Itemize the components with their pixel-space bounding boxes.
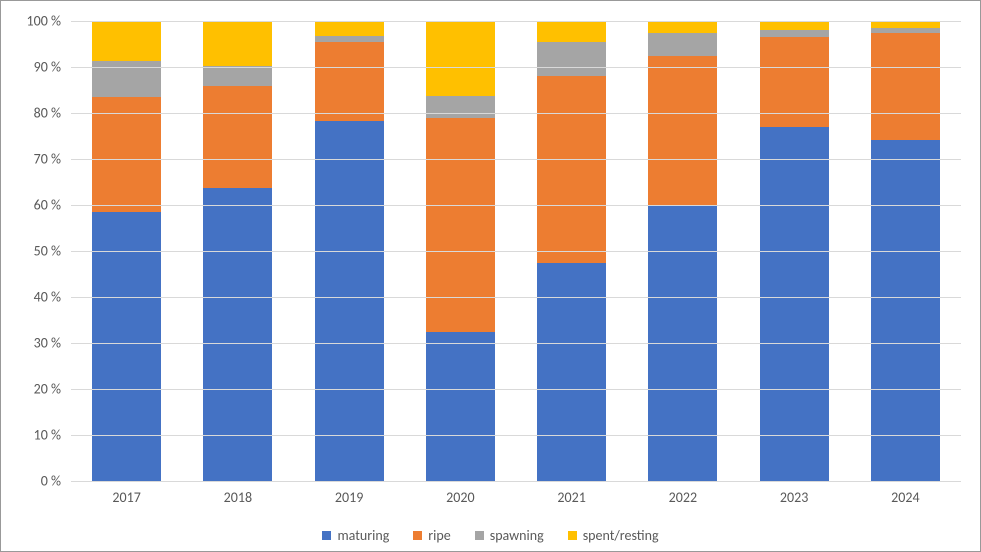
y-axis-label: 60 % xyxy=(34,197,71,214)
gridline xyxy=(71,389,961,390)
gridline xyxy=(71,251,961,252)
y-axis-label: 50 % xyxy=(34,243,71,260)
gridline xyxy=(71,297,961,298)
y-axis-label: 30 % xyxy=(34,335,71,352)
bar-segment-spawning xyxy=(315,36,384,42)
gridline xyxy=(71,113,961,114)
legend-item-maturing: maturing xyxy=(322,526,389,544)
bar-segment-maturing xyxy=(203,188,272,481)
bar-segment-ripe xyxy=(92,97,161,212)
legend-swatch-icon xyxy=(475,531,484,540)
bar-segment-spent_resting xyxy=(92,21,161,61)
bar-segment-spawning xyxy=(648,33,717,56)
bar-segment-spent_resting xyxy=(315,21,384,36)
y-axis-label: 0 % xyxy=(41,473,71,490)
legend-swatch-icon xyxy=(322,531,331,540)
gridline xyxy=(71,481,961,482)
legend-item-ripe: ripe xyxy=(413,526,450,544)
legend-label: spawning xyxy=(490,527,544,544)
gridline xyxy=(71,159,961,160)
x-axis-label: 2024 xyxy=(891,481,919,506)
legend-item-spent_resting: spent/resting xyxy=(568,526,659,544)
gridline xyxy=(71,21,961,22)
y-axis-label: 40 % xyxy=(34,289,71,306)
bar-segment-spent_resting xyxy=(760,21,829,30)
x-axis-label: 2020 xyxy=(446,481,474,506)
bar-segment-ripe xyxy=(203,86,272,187)
bar-segment-ripe xyxy=(648,56,717,206)
x-axis-label: 2021 xyxy=(557,481,585,506)
x-axis-label: 2019 xyxy=(335,481,363,506)
bar-segment-maturing xyxy=(426,332,495,481)
bar-segment-ripe xyxy=(315,42,384,121)
bar-segment-ripe xyxy=(426,118,495,333)
gridline xyxy=(71,435,961,436)
bar-segment-ripe xyxy=(871,33,940,140)
x-axis-label: 2018 xyxy=(224,481,252,506)
x-axis-label: 2023 xyxy=(780,481,808,506)
y-axis-label: 90 % xyxy=(34,59,71,76)
bar-segment-spent_resting xyxy=(648,21,717,33)
legend-swatch-icon xyxy=(568,531,577,540)
bar-segment-spawning xyxy=(426,96,495,118)
bar-segment-ripe xyxy=(537,76,606,262)
bar-segment-spawning xyxy=(203,66,272,87)
legend: maturing ripe spawning spent/resting xyxy=(1,526,980,544)
legend-swatch-icon xyxy=(413,531,422,540)
plot-area: 0 %10 %20 %30 %40 %50 %60 %70 %80 %90 %1… xyxy=(71,21,961,481)
bar-segment-maturing xyxy=(760,127,829,481)
bar-segment-spent_resting xyxy=(203,21,272,66)
bar-segment-spawning xyxy=(537,42,606,77)
legend-label: maturing xyxy=(337,527,389,544)
bar-segment-spent_resting xyxy=(426,21,495,96)
x-axis-label: 2022 xyxy=(669,481,697,506)
bar-segment-maturing xyxy=(871,140,940,481)
bar-segment-maturing xyxy=(537,263,606,482)
bar-segment-maturing xyxy=(315,121,384,481)
gridline xyxy=(71,343,961,344)
legend-label: spent/resting xyxy=(583,527,659,544)
x-axis-label: 2017 xyxy=(112,481,140,506)
y-axis-label: 70 % xyxy=(34,151,71,168)
bar-segment-spawning xyxy=(871,28,940,33)
bar-segment-spent_resting xyxy=(537,21,606,42)
bar-segment-spent_resting xyxy=(871,21,940,28)
gridline xyxy=(71,67,961,68)
bar-segment-maturing xyxy=(92,212,161,481)
legend-item-spawning: spawning xyxy=(475,526,544,544)
y-axis-label: 100 % xyxy=(27,13,71,30)
gridline xyxy=(71,205,961,206)
y-axis-label: 10 % xyxy=(34,427,71,444)
bar-segment-spawning xyxy=(760,30,829,37)
chart-container: 0 % 10 % 20 % 30 % 40 % 50 % 60 % 70 % 80 % 90 % 1… xyxy=(0,0,981,552)
y-axis-label: 80 % xyxy=(34,105,71,122)
legend-label: ripe xyxy=(428,527,450,544)
y-axis-label: 20 % xyxy=(34,381,71,398)
